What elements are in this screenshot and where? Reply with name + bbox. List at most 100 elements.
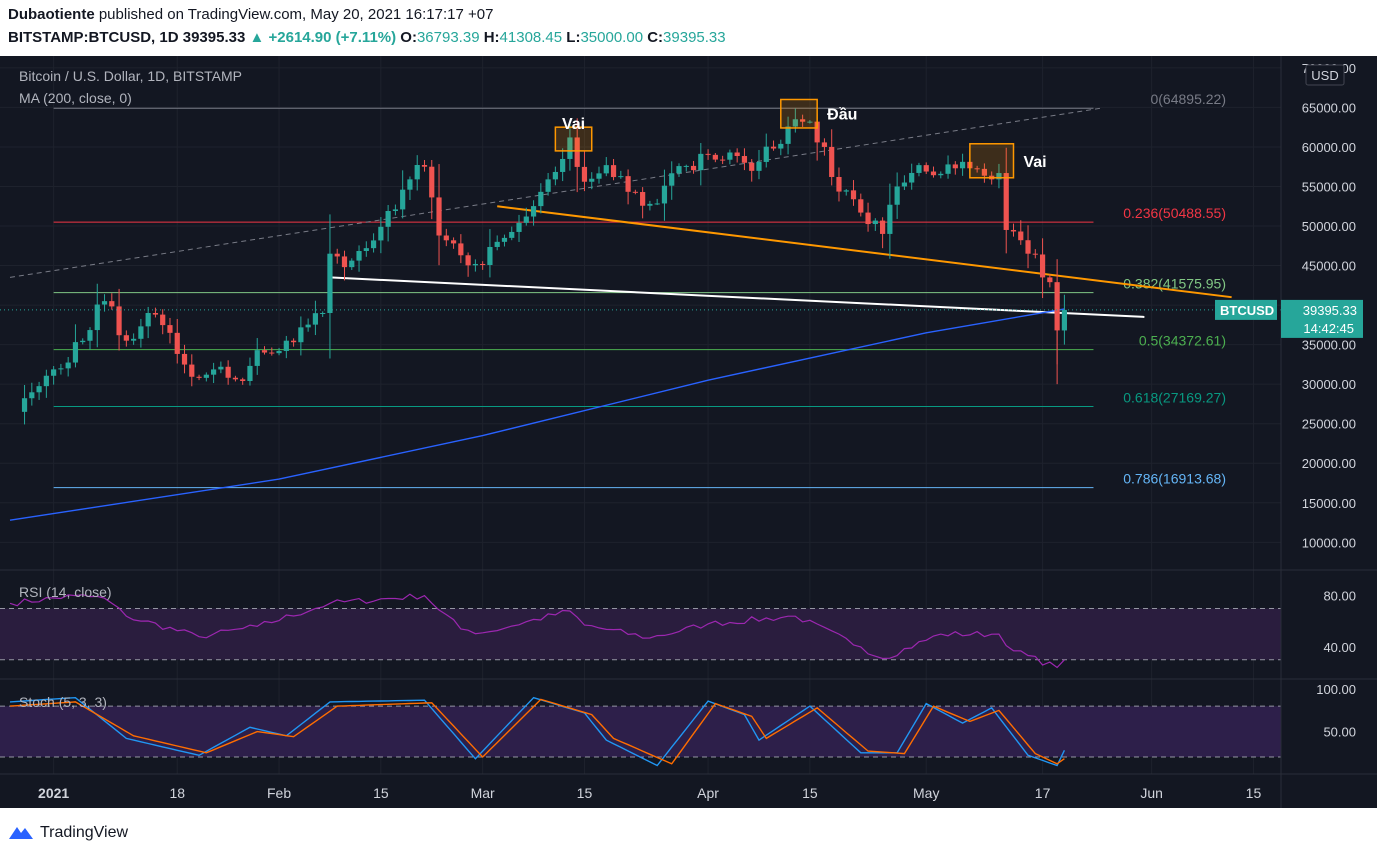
candle-body — [610, 165, 617, 178]
candle-body — [80, 340, 86, 343]
candle-body — [269, 352, 275, 354]
candle-body — [320, 313, 326, 314]
candle-body — [996, 173, 1002, 180]
y-tick-label: 30000.00 — [1302, 377, 1356, 392]
time-axis[interactable]: 2021 18 Feb 15 Mar 15 Apr 15 May 17 Jun 15 — [38, 785, 1261, 801]
candle-body — [880, 220, 886, 234]
fibonacci-retracement[interactable]: 0(64895.22)0.236(50488.55)0.382(41575.95… — [53, 91, 1226, 489]
candle-body — [821, 142, 828, 147]
price-grid — [0, 67, 1281, 543]
candle-body — [552, 171, 558, 180]
candle-body — [131, 338, 137, 341]
candle-body — [640, 192, 646, 206]
last-price: 39395.33 — [182, 29, 246, 46]
candle-body — [741, 156, 748, 163]
candle-body — [959, 161, 966, 169]
candle-body — [276, 350, 282, 354]
candle-body — [632, 191, 638, 193]
candle-body — [1025, 240, 1031, 254]
stoch-legend[interactable]: Stoch (5, 3, 3) — [19, 694, 107, 710]
rsi-legend[interactable]: RSI (14, close) — [19, 584, 112, 600]
ohlc-line: BITSTAMP:BTCUSD, 1D 39395.33 ▲ +2614.90 … — [8, 29, 726, 46]
candle-body — [974, 168, 980, 170]
candle-body — [334, 253, 340, 257]
symbol-label: BITSTAMP:BTCUSD, 1D — [8, 29, 179, 46]
candle-body — [465, 255, 471, 266]
ma-legend[interactable]: MA (200, close, 0) — [19, 90, 132, 106]
candle-body — [494, 241, 500, 247]
x-tick-label: 2021 — [38, 785, 69, 801]
candle-body — [581, 166, 588, 182]
x-tick-label: 17 — [1035, 785, 1051, 801]
price-change: +2614.90 (+7.11%) — [268, 29, 397, 46]
ma200-line — [9, 308, 1065, 521]
candle-body — [501, 237, 508, 242]
candle-body — [770, 146, 777, 149]
candle-body — [203, 374, 209, 378]
up-triangle-icon: ▲ — [249, 29, 265, 46]
price-tag-symbol: BTCUSD — [1220, 303, 1274, 318]
pattern-annotations[interactable]: Vai Đầu Vai — [554, 98, 1047, 179]
candle-body — [378, 226, 384, 241]
price-tag-price: 39395.33 — [1303, 303, 1357, 318]
pattern-box — [780, 98, 818, 129]
rsi-band-fill — [0, 608, 1281, 660]
close-label: C: — [647, 29, 664, 46]
candle-body — [240, 379, 246, 382]
footer-brand[interactable]: TradingView — [40, 824, 129, 841]
ma200-path — [9, 308, 1065, 521]
candle-body — [734, 152, 740, 157]
candle-body — [167, 325, 173, 333]
candle-body — [349, 260, 355, 268]
rsi-panel[interactable] — [0, 593, 1281, 669]
candle-body — [727, 152, 733, 160]
publisher-name[interactable]: Dubaotiente — [8, 6, 95, 23]
candle-body — [1047, 277, 1053, 283]
chart-area[interactable]: 0(64895.22)0.236(50488.55)0.382(41575.95… — [0, 56, 1377, 808]
candle-body — [392, 209, 398, 212]
candle-body — [450, 240, 457, 244]
candle-body — [152, 313, 159, 315]
open-value: 36793.39 — [416, 29, 480, 46]
fib-level-label: 0(64895.22) — [1150, 91, 1226, 107]
currency-badge[interactable]: USD — [1305, 64, 1345, 86]
candle-body — [778, 143, 784, 149]
candle-body — [894, 186, 900, 205]
stoch-panel[interactable] — [0, 696, 1281, 767]
candle-body — [370, 240, 377, 249]
candle-body — [523, 216, 529, 223]
candle-body — [800, 119, 806, 122]
candle-body — [21, 398, 28, 412]
candle-body — [145, 313, 151, 327]
stoch-tick-label: 100.00 — [1316, 682, 1356, 697]
candle-body — [341, 256, 348, 268]
candle-body — [290, 340, 297, 343]
pattern-label: Vai — [562, 116, 585, 133]
candle-body — [887, 204, 893, 234]
candle-body — [930, 171, 937, 176]
footer: TradingView — [8, 822, 128, 844]
y-tick-label: 45000.00 — [1302, 259, 1356, 274]
candle-body — [574, 137, 580, 167]
candle-body — [698, 153, 704, 171]
x-tick-label: Mar — [471, 785, 495, 801]
candle-body — [65, 362, 71, 369]
low-value: 35000.00 — [580, 29, 644, 46]
close-value: 39395.33 — [663, 29, 726, 46]
candle-body — [29, 392, 35, 399]
series-legend[interactable]: Bitcoin / U.S. Dollar, 1D, BITSTAMP — [19, 68, 242, 84]
candle-body — [443, 235, 449, 241]
price-tag-countdown: 14:42:45 — [1303, 321, 1354, 336]
stoch-d-line — [9, 698, 1065, 765]
candle-body — [327, 253, 333, 313]
candle-body — [400, 189, 406, 210]
candle-body — [865, 212, 871, 225]
candle-body — [51, 369, 57, 376]
candle-body — [545, 179, 551, 192]
pattern-label: Vai — [1023, 154, 1046, 171]
candle-body — [858, 199, 864, 213]
candle-body — [472, 263, 478, 266]
y-tick-label: 20000.00 — [1302, 456, 1356, 471]
candle-body — [530, 206, 537, 217]
candle-body — [567, 137, 573, 159]
